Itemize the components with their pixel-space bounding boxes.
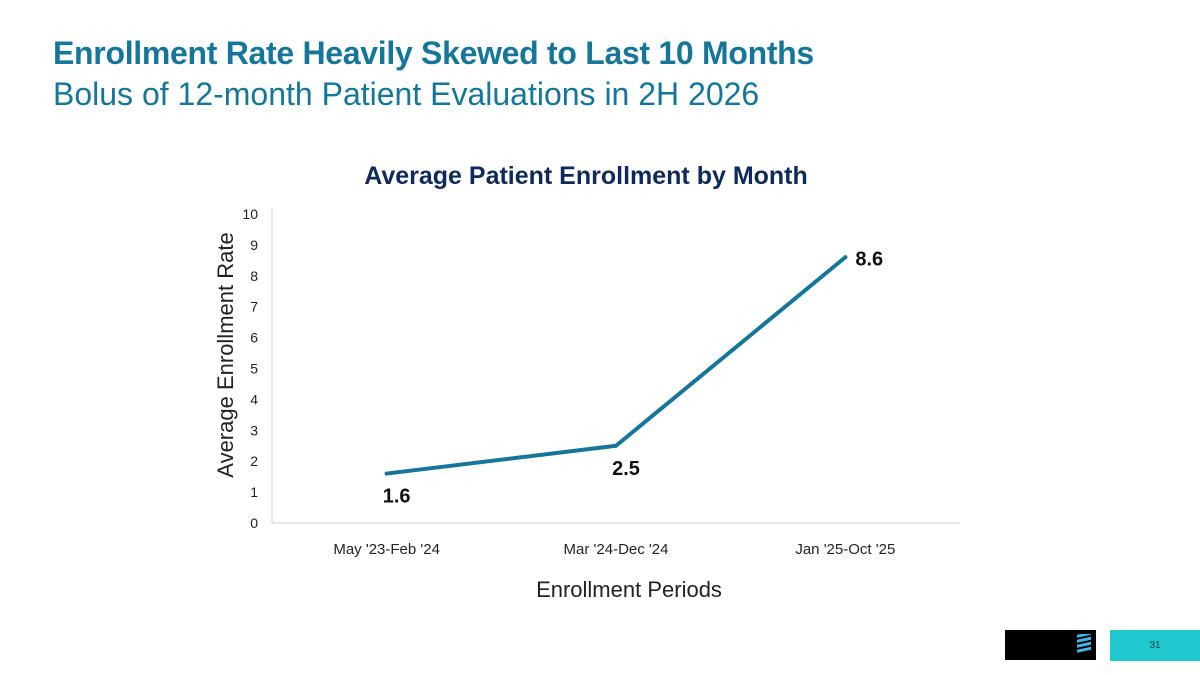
data-point	[384, 471, 389, 476]
x-tick-label: May '23-Feb '24	[333, 541, 440, 558]
slide-title: Enrollment Rate Heavily Skewed to Last 1…	[53, 35, 814, 71]
y-axis-label: Average Enrollment Rate	[213, 232, 238, 477]
chart-axes	[271, 208, 960, 524]
data-point	[843, 255, 848, 260]
x-axis-label: Enrollment Periods	[536, 577, 722, 602]
y-tick-label: 8	[250, 268, 258, 284]
data-label: 8.6	[855, 248, 883, 270]
y-tick-label: 2	[250, 453, 258, 469]
page-number: 31	[1110, 630, 1200, 661]
series-line	[384, 255, 848, 476]
data-label: 2.5	[612, 458, 640, 480]
logo-icon	[1077, 634, 1091, 653]
x-tick-labels: May '23-Feb '24 Mar '24-Dec '24 Jan '25-Oc…	[333, 541, 895, 558]
x-tick-label: Jan '25-Oct '25	[795, 541, 895, 558]
y-tick-label: 1	[250, 484, 258, 500]
y-tick-label: 7	[250, 299, 258, 315]
series-group	[384, 255, 848, 476]
y-tick-labels: 0 1 2 3 4 5 6 7 8 9 10	[242, 206, 258, 531]
company-logo	[1005, 630, 1096, 660]
y-tick-label: 4	[250, 391, 258, 407]
y-tick-label: 3	[250, 422, 258, 438]
y-tick-label: 0	[250, 515, 258, 531]
data-label: 1.6	[383, 486, 411, 508]
x-tick-label: Mar '24-Dec '24	[564, 541, 669, 558]
y-tick-label: 5	[250, 361, 258, 377]
y-tick-label: 9	[250, 237, 258, 253]
y-tick-label: 6	[250, 330, 258, 346]
data-labels: 1.6 2.5 8.6	[383, 248, 883, 507]
chart-title: Average Patient Enrollment by Month	[364, 162, 808, 190]
slide-subtitle: Bolus of 12-month Patient Evaluations in…	[53, 76, 760, 112]
y-tick-label: 10	[242, 206, 258, 222]
data-point	[614, 443, 618, 448]
